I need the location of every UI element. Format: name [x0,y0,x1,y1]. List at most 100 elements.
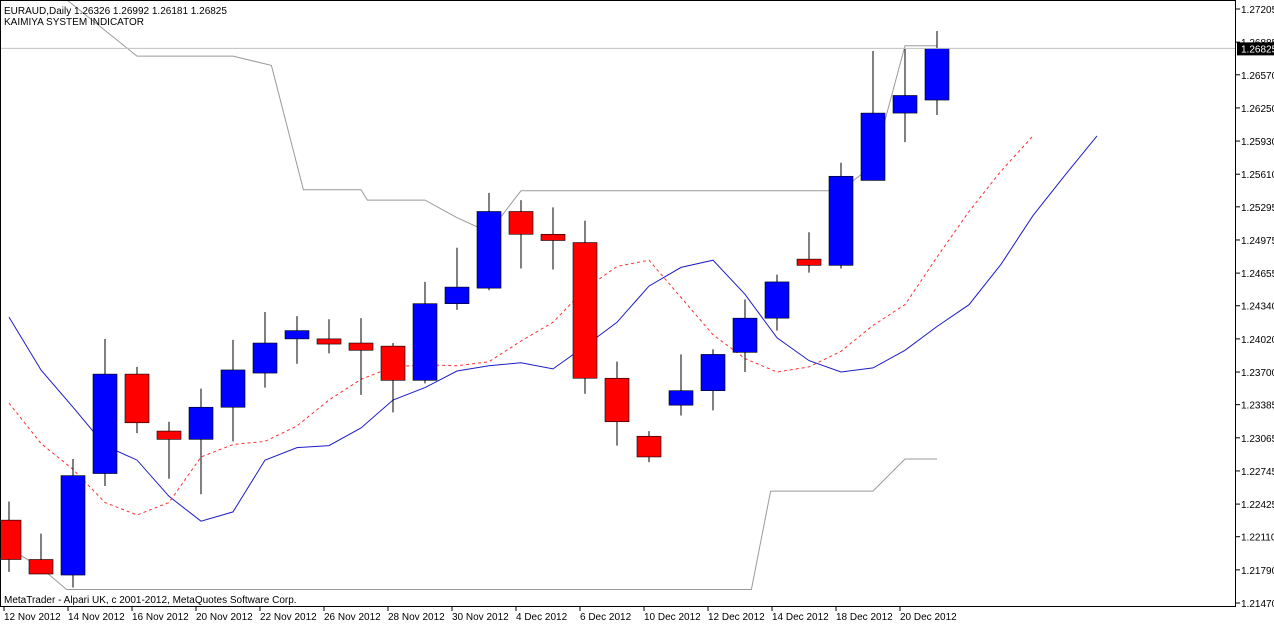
indicator-name: KAIMIYA SYSTEM INDICATOR [4,17,144,28]
candle [348,318,374,395]
candle [860,50,886,181]
y-tick-label: 1.21470 [1241,599,1274,610]
candle [828,162,854,269]
x-tick-label: 14 Dec 2012 [772,612,829,623]
candle [636,431,662,463]
candle [924,31,950,116]
series-line-solid-blue [8,135,1098,522]
x-tick-label: 20 Nov 2012 [196,612,253,623]
candle [764,274,790,331]
y-tick-label: 1.27205 [1241,5,1274,16]
x-axis: 12 Nov 2012 14 Nov 2012 16 Nov 2012 20 Nov … [3,607,957,623]
candle [60,459,86,588]
candle [188,388,214,495]
x-tick-label: 14 Nov 2012 [68,612,125,623]
candle-body [540,233,566,241]
candle [700,349,726,411]
x-tick-label: 12 Dec 2012 [708,612,765,623]
current-price-label: 1.26825 [1241,44,1274,55]
y-tick-label: 1.22745 [1241,467,1274,478]
y-tick-label: 1.24020 [1241,335,1274,346]
candle [572,220,598,394]
candle-body [700,354,726,391]
plot-frame [0,0,1236,607]
y-tick-label: 1.25295 [1241,203,1274,214]
y-tick-label: 1.24975 [1241,236,1274,247]
x-tick-label: 20 Dec 2012 [900,612,957,623]
candle [284,316,310,364]
candle [732,299,758,373]
y-tick-label: 1.22425 [1241,500,1274,511]
candle-body [924,48,950,101]
candle-body [124,373,150,424]
chart-title: EURAUD,Daily 1.26326 1.26992 1.26181 1.2… [4,6,227,17]
candle [508,200,534,269]
candle-body [188,406,214,440]
candle-body [28,559,54,575]
candle-body [636,435,662,458]
candle [252,311,278,388]
candle-body [316,338,342,345]
candle-body [668,390,694,406]
candle-body [380,345,406,381]
x-tick-label: 12 Nov 2012 [4,612,61,623]
candle-body [764,281,790,319]
x-tick-label: 6 Dec 2012 [580,612,632,623]
candle [412,281,438,384]
candle [220,339,246,442]
y-tick-label: 1.26250 [1241,104,1274,115]
candle [476,192,502,291]
candle-body [572,242,598,379]
candle-body [220,369,246,408]
candle [92,338,118,486]
y-tick-label: 1.26570 [1241,71,1274,82]
candle [444,247,470,310]
x-tick-label: 22 Nov 2012 [260,612,317,623]
y-tick-label: 1.25610 [1241,170,1274,181]
candle [0,501,22,572]
x-tick-label: 18 Dec 2012 [836,612,893,623]
candle [316,319,342,354]
candle [540,207,566,270]
y-tick-label: 1.21790 [1241,566,1274,577]
candle-body [732,317,758,353]
candle [796,232,822,273]
x-tick-label: 4 Dec 2012 [516,612,568,623]
series-line-gray-lower [8,458,937,590]
y-tick-label: 1.25930 [1241,137,1274,148]
candle-body [860,112,886,181]
x-tick-label: 10 Dec 2012 [644,612,701,623]
x-tick-label: 16 Nov 2012 [132,612,189,623]
current-price-box [1237,42,1274,56]
candle-body [604,377,630,423]
y-tick-label: 1.24340 [1241,302,1274,313]
candle-body [412,303,438,381]
candle-body [476,211,502,289]
series-line-gray-stepped [66,0,937,233]
candle [28,533,54,575]
candles [0,31,950,588]
candle [156,421,182,479]
y-tick-label: 1.24655 [1241,269,1274,280]
candle-body [796,258,822,266]
x-tick-label: 28 Nov 2012 [388,612,445,623]
candle-body [252,342,278,374]
y-tick-label: 1.23385 [1241,401,1274,412]
candle-body [444,286,470,304]
candle [124,366,150,434]
candle-body [92,373,118,474]
candle-body [508,211,534,235]
candle [380,343,406,413]
candle [604,361,630,446]
x-tick-label: 26 Nov 2012 [324,612,381,623]
x-tick-label: 30 Nov 2012 [452,612,509,623]
y-tick-label: 1.23065 [1241,434,1274,445]
series-line-dashed-red [8,135,1034,516]
candle-body [828,175,854,266]
y-tick-label: 1.23700 [1241,368,1274,379]
candle-body [284,330,310,340]
candle-body [156,430,182,440]
candle-body [60,475,86,576]
